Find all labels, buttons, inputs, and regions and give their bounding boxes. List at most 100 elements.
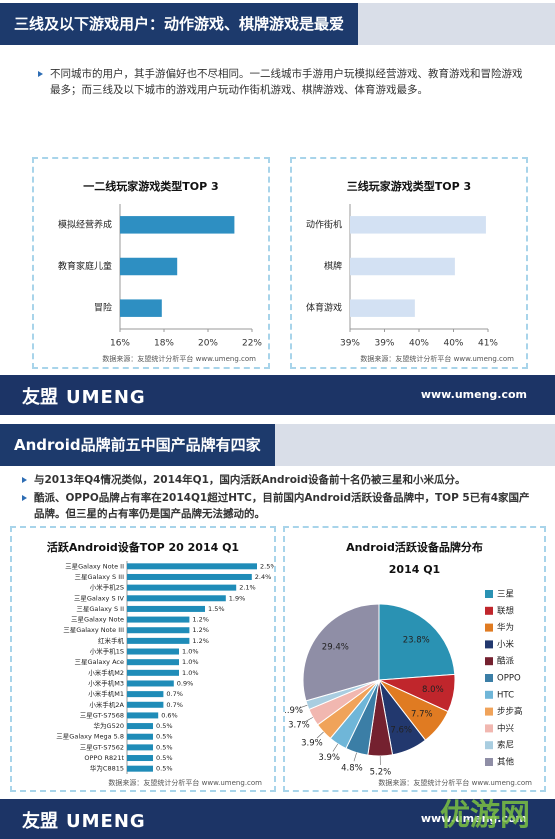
category-label: OPPO R821t — [84, 754, 124, 762]
category-label: 三星Galaxy S III — [74, 573, 124, 581]
pie-slice — [302, 603, 380, 702]
legend-swatch — [485, 640, 493, 649]
bar — [127, 765, 153, 772]
source-note: 数据来源：友盟统计分析平台 www.umeng.com — [360, 354, 514, 363]
chart-box: 一二线玩家游戏类型TOP 3 16% 18% 20% 22% 模拟经营养成 教育家庭儿童 冒险… — [32, 157, 270, 369]
chart: 活跃Android设备TOP 20 2014 Q1 三星Galaxy Note I… — [47, 540, 274, 787]
pie-slice — [378, 603, 456, 681]
x-tick-label: 41% — [478, 339, 498, 349]
category-label: 三星Galaxy Mega 5.8 — [56, 733, 124, 741]
category-label: 三星Galaxy S II — [76, 605, 124, 613]
value-label: 0.5% — [156, 743, 173, 751]
url: www.umeng.com — [420, 388, 527, 401]
category-label: 小米手机M3 — [88, 678, 124, 687]
chart: 三线玩家游戏类型TOP 3 39% 39% 40% 40% 41% 动作街机棋牌体育游戏数据… — [306, 179, 514, 363]
chart-box: Android活跃设备品牌分布 2014 Q1 23.8% 三星 8.0% 联想 7.7% 华… — [283, 526, 546, 792]
chart-box: 三线玩家游戏类型TOP 3 39% 39% 40% 40% 41% 动作街机 棋牌 体育游戏 数据… — [290, 157, 528, 369]
logo: 友盟 UMENG — [22, 807, 146, 833]
category-label: 小米手机2S — [90, 583, 124, 592]
logo-en: UMENG — [66, 811, 146, 832]
category-label: 动作街机 — [306, 218, 342, 230]
value-label: 7.6% — [390, 726, 412, 736]
value-label: 29.4% — [322, 643, 349, 653]
legend-swatch — [485, 674, 493, 682]
value-label: 1.0% — [182, 669, 199, 677]
bar — [127, 595, 226, 602]
x-tick-label: 22% — [242, 339, 262, 349]
value-label: 0.5% — [156, 754, 173, 762]
bar — [120, 299, 162, 317]
x-tick-label: 39% — [374, 339, 394, 349]
bar — [127, 723, 153, 730]
category-label: 体育游戏 — [306, 302, 342, 314]
source-note: 数据来源：友盟统计分析平台 www.umeng.com — [378, 778, 532, 787]
category-label: 三星GT-S7562 — [80, 743, 124, 751]
bar — [127, 563, 257, 570]
url: www.umeng.com — [420, 812, 527, 825]
category-label: 红米手机 — [98, 636, 125, 645]
legend-swatch — [485, 623, 493, 632]
value-label: 1.0% — [182, 658, 199, 666]
category-label: 冒险 — [94, 302, 112, 314]
slide-title: 三线及以下游戏用户：动作游戏、棋牌游戏是最爱 — [0, 3, 359, 45]
slide-title: Android品牌前五中国产品牌有四家 — [0, 424, 275, 466]
value-label: 1.2% — [192, 637, 209, 645]
watermark: 优游网 — [440, 798, 530, 833]
legend-swatch — [485, 758, 493, 766]
bar — [127, 744, 153, 751]
value-label: 1.9% — [229, 594, 246, 602]
bar — [120, 216, 235, 234]
category-label: 模拟经营养成 — [58, 218, 112, 230]
title-bar: Android品牌前五中国产品牌有四家 — [0, 424, 555, 466]
value-label: 1.2% — [192, 616, 209, 624]
value-label: 4.8% — [341, 763, 363, 773]
bar — [350, 216, 486, 234]
leader-line — [332, 743, 339, 752]
value-label: 3.7% — [288, 721, 310, 731]
chart-title: 一二线玩家游戏类型TOP 3 — [83, 179, 218, 193]
logo: 友盟 UMENG — [22, 383, 146, 409]
footer: 友盟 UMENG www.umeng.com — [0, 799, 555, 839]
legend-swatch — [485, 707, 493, 716]
legend-label: 其他 — [497, 757, 515, 768]
footer: 友盟 UMENG www.umeng.com — [0, 375, 555, 415]
value-label: 0.7% — [166, 701, 183, 709]
bar — [127, 573, 252, 580]
chart-subtitle: 2014 Q1 — [389, 563, 440, 576]
legend-label: 联想 — [497, 605, 515, 616]
bar — [127, 701, 164, 708]
chart-box: 活跃Android设备TOP 20 2014 Q1 三星Galaxy Note I… — [10, 526, 276, 792]
value-label: 0.9% — [177, 679, 194, 687]
bullet: 酷派、OPPO品牌占有率在2014Q1超过HTC，目前国内Android活跃设备… — [20, 490, 540, 522]
x-tick-label: 40% — [409, 339, 429, 349]
x-tick-label: 18% — [154, 339, 174, 349]
chart: Android活跃设备品牌分布 2014 Q1 23.8% 三星 8.0% 联想 7.7% 华… — [285, 540, 532, 787]
legend-label: HTC — [497, 690, 514, 700]
bullet: 不同城市的用户，其手游偏好也不尽相同。一二线城市手游用户玩模拟经营游戏、教育游戏… — [36, 66, 531, 98]
bar — [127, 627, 190, 634]
category-label: 棋牌 — [324, 260, 342, 272]
legend-label: OPPO — [497, 674, 521, 684]
source-note: 数据来源：友盟统计分析平台 www.umeng.com — [108, 778, 262, 787]
leader-line — [298, 704, 308, 709]
legend-label: 酷派 — [497, 656, 515, 667]
leader-line — [353, 752, 357, 762]
legend-swatch — [485, 590, 493, 598]
legend-swatch — [485, 606, 493, 615]
value-label: 0.5% — [156, 733, 173, 741]
title-bar: 三线及以下游戏用户：动作游戏、棋牌游戏是最爱 — [0, 3, 555, 45]
legend-label: 步步高 — [497, 706, 523, 717]
chart-title: Android活跃设备品牌分布 — [346, 540, 483, 554]
bullets: 与2013年Q4情况类似，2014年Q1，国内活跃Android设备前十名仍被三… — [20, 472, 540, 524]
value-label: 1.2% — [192, 626, 209, 634]
leader-line — [316, 731, 324, 739]
x-tick-label: 16% — [110, 339, 130, 349]
category-label: 三星Galaxy Note III — [63, 626, 124, 634]
value-label: 2.1% — [239, 584, 256, 592]
value-label: 1.0% — [182, 648, 199, 656]
bar — [127, 637, 190, 644]
x-tick-label: 39% — [340, 339, 360, 349]
legend-label: 三星 — [497, 590, 514, 600]
category-label: 三星Galaxy S IV — [74, 594, 125, 602]
